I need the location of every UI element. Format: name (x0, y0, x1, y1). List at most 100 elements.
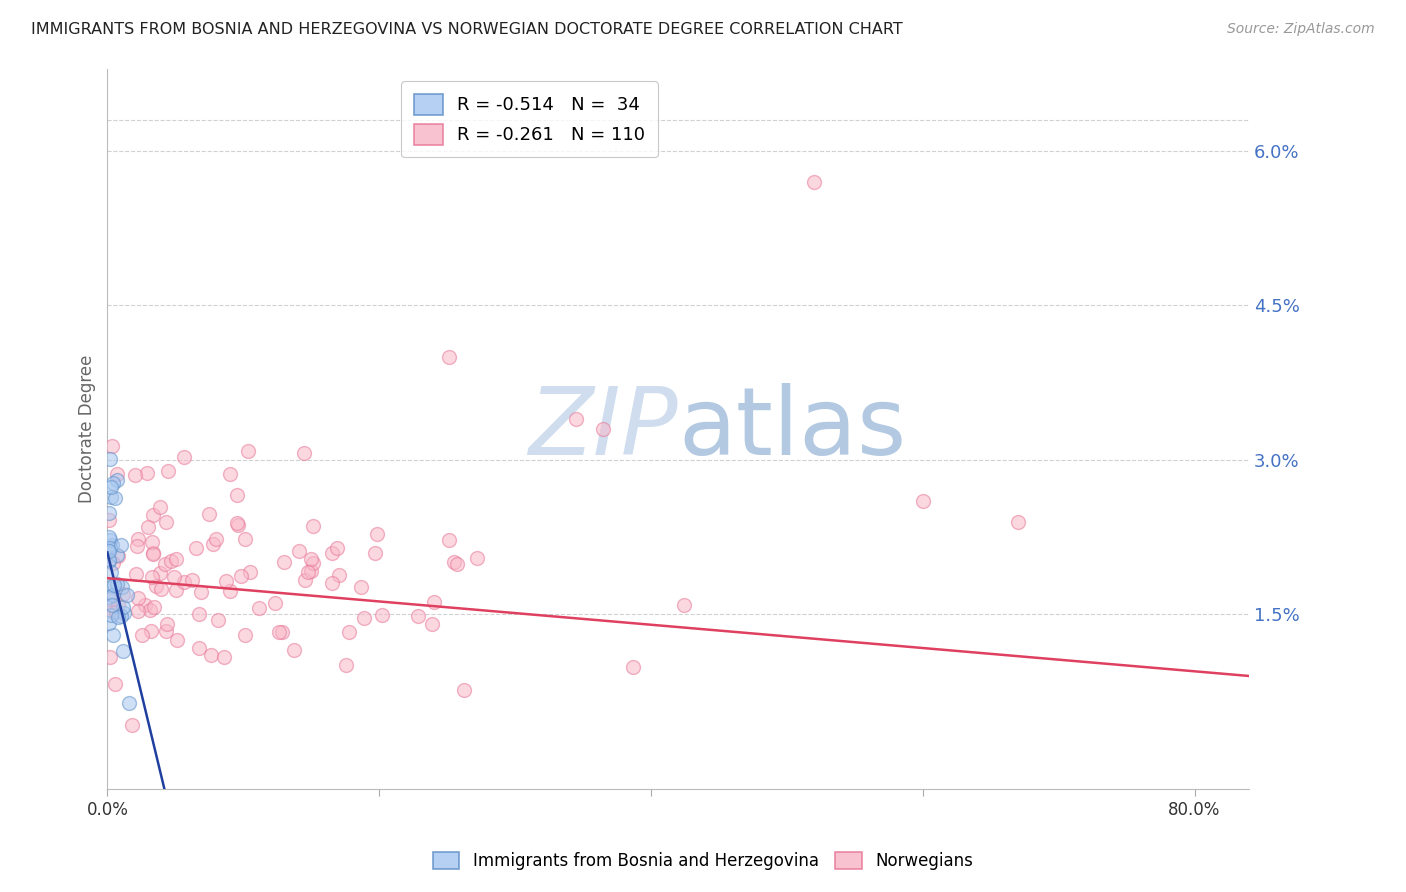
Point (153, 558, 176, 572)
Point (911, 494, 934, 508)
Point (301, 557, 323, 571)
Point (165, 551, 187, 566)
Point (101, 537, 124, 551)
Point (111, 580, 134, 594)
Point (98, 452, 121, 467)
Point (465, 550, 488, 565)
Point (188, 640, 211, 655)
Point (97, 544, 120, 558)
Point (335, 657, 357, 672)
Point (111, 587, 134, 601)
Point (353, 611, 375, 625)
Point (592, 422, 614, 436)
Point (299, 551, 322, 566)
Point (100, 608, 122, 623)
Point (97, 506, 120, 520)
Point (101, 598, 124, 612)
Text: Source: ZipAtlas.com: Source: ZipAtlas.com (1227, 22, 1375, 37)
Point (100, 480, 122, 494)
Point (297, 565, 319, 579)
Point (101, 476, 124, 491)
Point (212, 649, 235, 664)
Point (100, 439, 122, 453)
Point (139, 624, 162, 638)
Point (149, 566, 172, 580)
Y-axis label: Doctorate Degree: Doctorate Degree (79, 355, 96, 503)
Point (131, 628, 153, 642)
Point (103, 577, 125, 591)
Text: IMMIGRANTS FROM BOSNIA AND HERZEGOVINA VS NORWEGIAN DOCTORATE DEGREE CORRELATION: IMMIGRANTS FROM BOSNIA AND HERZEGOVINA V… (31, 22, 903, 37)
Point (173, 575, 195, 590)
Point (672, 599, 695, 613)
Point (107, 610, 129, 624)
Point (98, 649, 121, 664)
Point (166, 633, 188, 648)
Point (162, 570, 184, 584)
Point (350, 580, 373, 594)
Point (124, 468, 146, 483)
Point (156, 617, 179, 632)
Point (321, 575, 343, 590)
Point (226, 518, 249, 533)
Point (159, 554, 181, 568)
Point (97, 554, 120, 568)
Point (370, 607, 392, 622)
Point (134, 598, 156, 612)
Point (283, 643, 305, 657)
Point (141, 570, 163, 584)
Point (219, 584, 242, 599)
Point (101, 588, 124, 602)
Point (337, 624, 360, 639)
Point (105, 577, 128, 591)
Point (103, 677, 125, 691)
Point (142, 546, 165, 560)
Point (145, 579, 167, 593)
Point (98, 533, 121, 547)
Point (98, 615, 121, 630)
Point (138, 603, 160, 617)
Point (247, 601, 270, 615)
Point (142, 508, 165, 523)
Point (299, 564, 322, 578)
Point (204, 533, 226, 547)
Point (328, 567, 350, 582)
Point (1007, 515, 1029, 529)
Point (97, 531, 120, 545)
Point (326, 541, 349, 555)
Point (100, 565, 122, 579)
Point (110, 609, 132, 624)
Point (127, 591, 149, 606)
Point (233, 533, 256, 547)
Point (443, 555, 465, 569)
Point (226, 516, 249, 530)
Point (190, 585, 212, 599)
Text: atlas: atlas (678, 383, 907, 475)
Point (136, 467, 159, 481)
Point (229, 569, 252, 583)
Point (803, 175, 825, 189)
Point (225, 488, 247, 502)
Point (100, 490, 122, 504)
Point (321, 545, 343, 559)
Point (156, 464, 179, 478)
Point (188, 607, 211, 621)
Point (364, 546, 387, 560)
Point (453, 683, 475, 698)
Point (565, 411, 588, 425)
Point (200, 648, 222, 663)
Point (141, 535, 163, 549)
Point (112, 644, 135, 658)
Point (198, 507, 221, 521)
Point (263, 597, 285, 611)
Point (142, 599, 165, 614)
Point (97, 590, 120, 604)
Text: ZIP: ZIP (529, 384, 678, 475)
Point (105, 605, 128, 619)
Point (110, 538, 132, 552)
Point (121, 718, 143, 732)
Point (104, 491, 127, 505)
Point (271, 624, 294, 639)
Legend: Immigrants from Bosnia and Herzegovina, Norwegians: Immigrants from Bosnia and Herzegovina, … (426, 845, 980, 877)
Point (105, 467, 128, 482)
Point (302, 519, 325, 533)
